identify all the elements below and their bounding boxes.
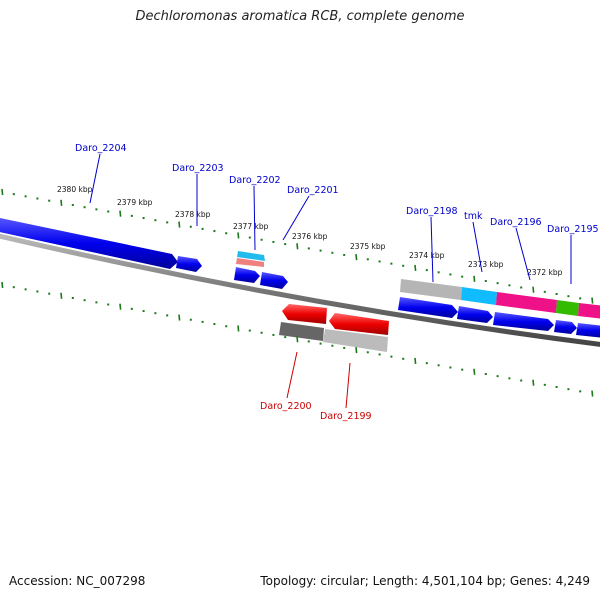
gene-label-daro-2198[interactable]: Daro_2198 [406, 206, 458, 217]
gene-label-daro-2200[interactable]: Daro_2200 [260, 401, 312, 412]
major-tick [178, 221, 181, 228]
major-tick [60, 199, 63, 206]
gene-arrow-b2[interactable] [260, 272, 288, 289]
gene-arrow-b1[interactable] [234, 267, 260, 283]
accession-text: Accession: NC_007298 [9, 574, 146, 588]
forward-gene-labels: Daro_2204 Daro_2203 Daro_2202 Daro_2201 … [75, 143, 599, 235]
gene-label-daro-2204[interactable]: Daro_2204 [75, 143, 127, 154]
feature-band [400, 279, 600, 319]
kbp-label: 2377 kbp [233, 222, 269, 231]
kbp-ticks-lower [1, 281, 594, 397]
major-tick [414, 264, 417, 272]
forward-strand-genes [0, 217, 600, 338]
reverse-leader-lines [286, 351, 351, 409]
kbp-ticks-upper [1, 188, 594, 304]
gene-label-daro-2196[interactable]: Daro_2196 [490, 217, 542, 228]
feature-pink[interactable] [236, 258, 264, 267]
kbp-label: 2379 kbp [117, 198, 153, 207]
genome-summary-text: Topology: circular; Length: 4,501,104 bp… [260, 574, 590, 588]
major-tick [60, 292, 63, 299]
feature-grey[interactable] [400, 279, 462, 300]
major-tick [355, 254, 358, 261]
major-tick [591, 297, 594, 304]
kbp-label: 2374 kbp [409, 251, 445, 260]
gene-arrow-daro-2198[interactable] [398, 297, 458, 318]
gene-arrow-daro-2200[interactable] [282, 304, 327, 324]
gene-label-daro-2202[interactable]: Daro_2202 [229, 175, 281, 186]
gene-arrow-daro-2204[interactable] [0, 217, 178, 269]
major-tick [532, 379, 535, 386]
feature-green[interactable] [556, 300, 579, 316]
kbp-label: 2372 kbp [527, 268, 563, 277]
kbp-label: 2380 kbp [57, 185, 93, 194]
kbp-label: 2378 kbp [175, 210, 211, 219]
major-tick [1, 188, 4, 196]
feature-cyan[interactable] [237, 251, 265, 261]
gene-arrow-tmk[interactable] [457, 306, 493, 323]
major-tick [532, 286, 535, 293]
major-tick [355, 347, 358, 354]
gene-label-tmk[interactable]: tmk [464, 211, 483, 222]
kbp-label: 2373 kbp [468, 260, 504, 269]
map-title: Dechloromonas aromatica RCB, complete ge… [135, 9, 465, 24]
gene-arrow-daro-2203[interactable] [176, 256, 202, 272]
kbp-label: 2375 kbp [350, 242, 386, 251]
major-tick [119, 303, 122, 310]
gene-label-daro-2199[interactable]: Daro_2199 [320, 411, 372, 422]
major-tick [296, 336, 299, 343]
major-tick [1, 281, 4, 289]
gene-label-daro-2195[interactable]: Daro_2195 [547, 224, 599, 235]
reverse-strand-genes [279, 304, 389, 352]
major-tick [119, 210, 122, 217]
reverse-gene-labels: Daro_2200 Daro_2199 [260, 401, 372, 422]
major-tick [591, 390, 594, 397]
major-tick [178, 314, 181, 321]
gene-arrow-daro-2199[interactable] [329, 313, 389, 335]
genome-backbone [0, 233, 600, 347]
gene-label-daro-2203[interactable]: Daro_2203 [172, 163, 224, 174]
feature-track-daro-2202 [236, 251, 265, 267]
major-tick [414, 357, 417, 365]
kbp-label: 2376 kbp [292, 232, 328, 241]
feature-magenta-2[interactable] [578, 303, 600, 319]
major-tick [237, 232, 240, 239]
major-tick [296, 243, 299, 250]
kbp-labels: 2380 kbp 2379 kbp 2378 kbp 2377 kbp 2376… [57, 185, 563, 277]
feature-magenta[interactable] [496, 292, 557, 313]
major-tick [237, 325, 240, 332]
forward-leader-lines [89, 153, 572, 284]
major-tick [473, 368, 476, 375]
feature-cyan-band[interactable] [461, 287, 497, 305]
gene-arrow-b3[interactable] [576, 323, 600, 338]
gene-arrow-daro-2195[interactable] [554, 320, 577, 334]
major-tick [473, 275, 476, 282]
track-daro-2200 [279, 322, 324, 341]
gene-arrow-daro-2196[interactable] [493, 312, 554, 331]
track-daro-2199 [323, 329, 388, 352]
gene-label-daro-2201[interactable]: Daro_2201 [287, 185, 339, 196]
